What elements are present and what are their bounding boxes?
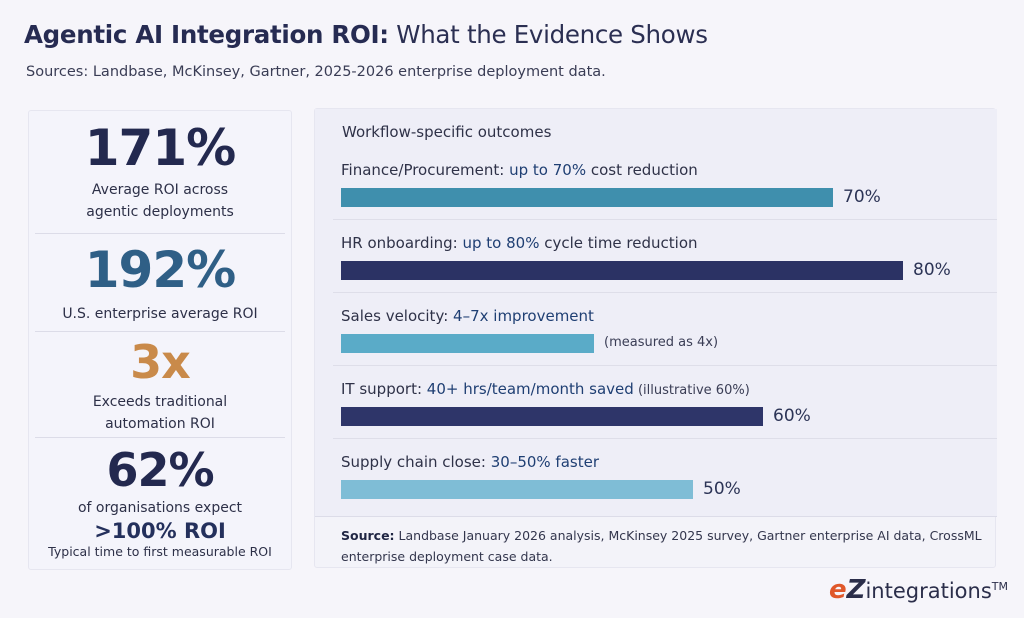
stat-label: of organisations expect bbox=[77, 500, 243, 516]
stat-value: 192% bbox=[84, 241, 236, 299]
bar-value-label: (measured as 4x) bbox=[604, 335, 719, 350]
chart-title: Workflow-specific outcomes bbox=[342, 123, 552, 141]
stat-label: agentic deployments bbox=[86, 204, 234, 220]
stat-label: Average ROI across bbox=[91, 182, 229, 198]
row-divider bbox=[333, 219, 997, 220]
row-divider bbox=[333, 292, 997, 293]
stat-label: Exceeds traditional bbox=[92, 394, 228, 410]
stat-divider bbox=[35, 233, 285, 234]
bar-value-label: 50% bbox=[703, 479, 741, 499]
stat-value: 62% bbox=[106, 443, 214, 497]
bar-label: Sales velocity: 4–7x improvement bbox=[341, 307, 594, 325]
page-title: Agentic AI Integration ROI: What the Evi… bbox=[24, 20, 708, 49]
stat-value: 171% bbox=[84, 119, 236, 177]
workflow-chart: Workflow-specific outcomes Finance/Procu… bbox=[315, 109, 997, 517]
roi-note: Typical time to first measurable ROI bbox=[48, 544, 272, 559]
bar bbox=[341, 334, 594, 353]
stat-us-roi: 192% U.S. enterprise average ROI bbox=[29, 245, 291, 325]
bar-value-label: 70% bbox=[843, 187, 881, 207]
bar bbox=[341, 188, 833, 207]
bar-value-label: 60% bbox=[773, 406, 811, 426]
bar-label: HR onboarding: up to 80% cycle time redu… bbox=[341, 234, 698, 252]
stat-divider bbox=[35, 331, 285, 332]
stat-organisations-expect: 62% of organisations expect >100% ROI Ty… bbox=[29, 447, 291, 561]
bar-label: IT support: 40+ hrs/team/month saved (il… bbox=[341, 380, 750, 398]
stat-label: U.S. enterprise average ROI bbox=[62, 306, 258, 322]
row-divider bbox=[333, 365, 997, 366]
stat-value: 3x bbox=[130, 335, 191, 389]
page-subtitle: Sources: Landbase, McKinsey, Gartner, 20… bbox=[26, 64, 606, 80]
workflow-panel: Workflow-specific outcomes Finance/Procu… bbox=[314, 108, 997, 568]
stat-label: automation ROI bbox=[105, 416, 215, 432]
bar-label: Finance/Procurement: up to 70% cost redu… bbox=[341, 161, 698, 179]
bar bbox=[341, 480, 693, 499]
roi-expectation: >100% ROI bbox=[94, 519, 226, 543]
stat-average-roi: 171% Average ROI across agentic deployme… bbox=[29, 123, 291, 223]
bar bbox=[341, 407, 763, 426]
row-divider bbox=[333, 438, 997, 439]
bar bbox=[341, 261, 903, 280]
stats-panel: 171% Average ROI across agentic deployme… bbox=[28, 110, 292, 570]
bar-label: Supply chain close: 30–50% faster bbox=[341, 453, 599, 471]
stat-divider bbox=[35, 437, 285, 438]
ezintegrations-logo: eZintegrationsTM bbox=[828, 575, 1008, 605]
source-note: Source: Landbase January 2026 analysis, … bbox=[341, 528, 982, 564]
bar-value-label: 80% bbox=[913, 260, 951, 280]
stat-exceeds-traditional: 3x Exceeds traditional automation ROI bbox=[29, 339, 291, 435]
